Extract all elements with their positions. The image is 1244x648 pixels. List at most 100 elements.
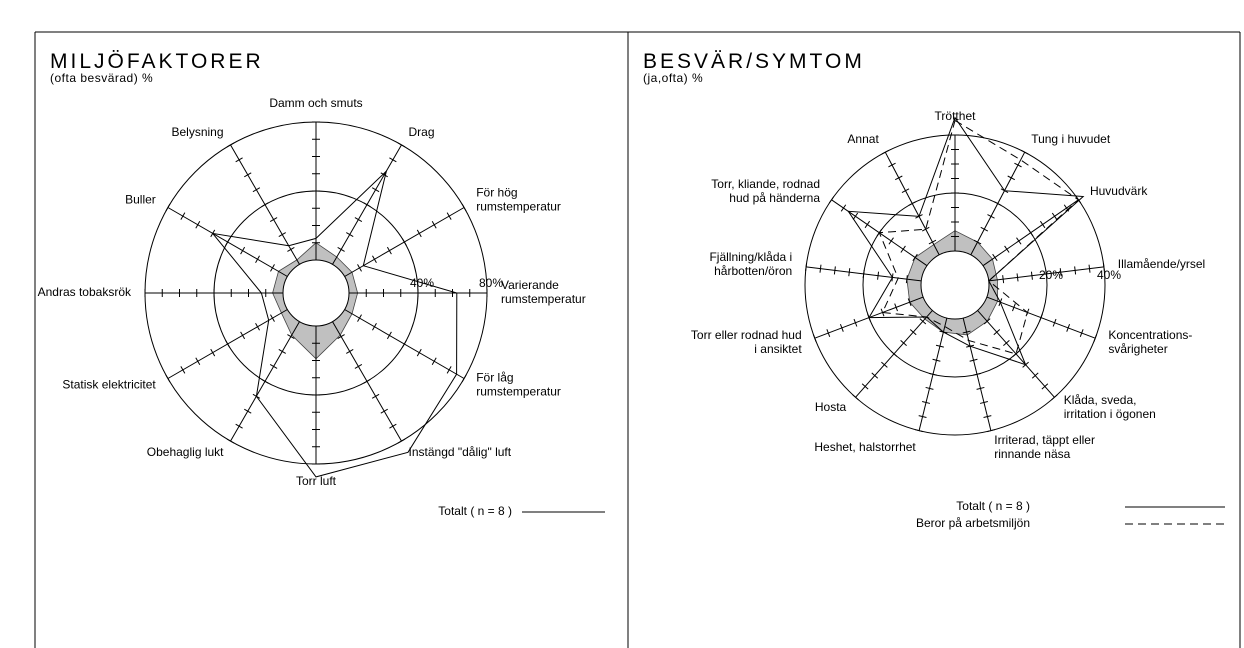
tick-mark — [805, 262, 808, 271]
tick-mark — [397, 438, 406, 444]
tick-mark — [864, 220, 871, 229]
tick-mark — [416, 229, 422, 238]
tick-mark — [354, 363, 363, 369]
tick-mark — [839, 323, 844, 332]
tick-mark — [195, 221, 201, 229]
tick-mark — [269, 217, 278, 223]
category-label-line: Koncentrations- — [1108, 328, 1192, 342]
tick-mark — [261, 202, 269, 208]
category-label-line: Torr luft — [296, 474, 337, 488]
category-label-line: Drag — [409, 125, 435, 139]
tick-mark — [1004, 245, 1010, 253]
category-label-line: Torr, kliande, rodnad — [711, 177, 820, 191]
tick-mark — [894, 175, 903, 181]
tick-mark — [255, 255, 260, 263]
tick-mark — [969, 358, 978, 362]
category-label-line: Irriterad, täppt eller — [994, 433, 1095, 447]
tick-mark — [919, 318, 927, 325]
tick-mark — [1051, 212, 1058, 220]
tick-mark — [983, 318, 991, 325]
tick-mark — [363, 378, 371, 384]
tick-mark — [918, 415, 927, 419]
category-label: Damm och smuts — [269, 96, 362, 110]
category-label: Statisk elektricitet — [62, 378, 156, 392]
legend-label: Totalt ( n = 8 ) — [956, 499, 1030, 513]
tick-mark — [195, 357, 201, 365]
tick-mark — [901, 188, 910, 194]
tick-mark — [461, 374, 467, 383]
tick-mark — [932, 358, 941, 362]
tick-mark — [401, 340, 407, 348]
tick-mark — [1002, 275, 1005, 284]
tick-mark — [240, 246, 246, 255]
tick-mark — [386, 331, 392, 340]
category-label-line: hårbotten/öron — [714, 264, 792, 278]
category-label-line: Huvudvärk — [1090, 184, 1148, 198]
tick-mark — [1016, 273, 1019, 282]
tick-mark — [165, 203, 171, 212]
tick-mark — [1012, 350, 1020, 357]
category-label: Torr, kliande, rodnad hud på händerna — [711, 177, 820, 205]
tick-mark — [1016, 237, 1022, 245]
tick-mark — [1102, 262, 1105, 271]
tick-mark — [909, 329, 917, 336]
tick-mark — [983, 415, 992, 419]
tick-mark — [337, 334, 345, 339]
tick-mark — [354, 217, 363, 223]
tick-mark — [363, 202, 371, 208]
tick-mark — [908, 201, 917, 206]
tick-mark — [1052, 318, 1057, 327]
category-label-line: Heshet, halstorrhet — [814, 440, 916, 454]
tick-mark — [269, 363, 278, 369]
tick-mark — [389, 157, 397, 163]
tick-mark — [881, 149, 890, 155]
category-label-line: Andras tobaksrök — [38, 285, 132, 299]
tick-mark — [973, 372, 982, 376]
tick-mark — [925, 386, 934, 390]
category-label-line: Fjällning/klåda i — [709, 250, 792, 264]
tick-mark — [372, 323, 377, 331]
category-label-line: Statisk elektricitet — [62, 378, 156, 392]
category-label: För hög rumstemperatur — [476, 186, 561, 214]
tick-mark — [888, 162, 896, 168]
tick-mark — [1003, 339, 1010, 347]
tick-mark — [993, 329, 1001, 336]
tick-mark — [380, 172, 388, 178]
tick-mark — [1059, 268, 1062, 277]
r-tick-label: 40% — [1097, 268, 1121, 282]
tick-mark — [979, 401, 988, 404]
tick-mark — [928, 239, 937, 245]
tick-mark — [226, 438, 235, 444]
tick-mark — [226, 142, 235, 148]
tick-mark — [976, 386, 985, 390]
tick-mark — [861, 383, 869, 390]
tick-mark — [833, 266, 836, 275]
category-label-line: i ansiktet — [754, 342, 802, 356]
r-tick-label: 20% — [1039, 268, 1063, 282]
tick-mark — [1039, 313, 1043, 322]
category-label-line: irritation i ögonen — [1064, 407, 1156, 421]
tick-mark — [877, 271, 880, 280]
tick-mark — [287, 334, 295, 339]
tick-mark — [1031, 372, 1039, 379]
tick-mark — [922, 401, 931, 404]
tick-mark — [915, 429, 924, 433]
tick-mark — [852, 212, 859, 220]
category-label-line: Damm och smuts — [269, 96, 362, 110]
category-label-line: Obehaglig lukt — [147, 445, 224, 459]
category-label: Klåda, sveda, irritation i ögonen — [1064, 393, 1156, 421]
tick-mark — [389, 423, 397, 429]
tick-mark — [900, 245, 906, 253]
tick-mark — [987, 214, 995, 219]
tick-mark — [357, 264, 362, 272]
category-label-line: svårigheter — [1108, 342, 1167, 356]
tick-mark — [819, 264, 822, 273]
category-label: Andras tobaksrök — [38, 285, 132, 299]
tick-mark — [225, 340, 231, 348]
tick-mark — [888, 237, 894, 245]
tick-mark — [165, 374, 171, 383]
tick-mark — [853, 318, 858, 327]
tick-mark — [371, 187, 380, 193]
tick-mark — [1030, 271, 1033, 280]
category-label: Instängd "dålig" luft — [409, 445, 512, 459]
